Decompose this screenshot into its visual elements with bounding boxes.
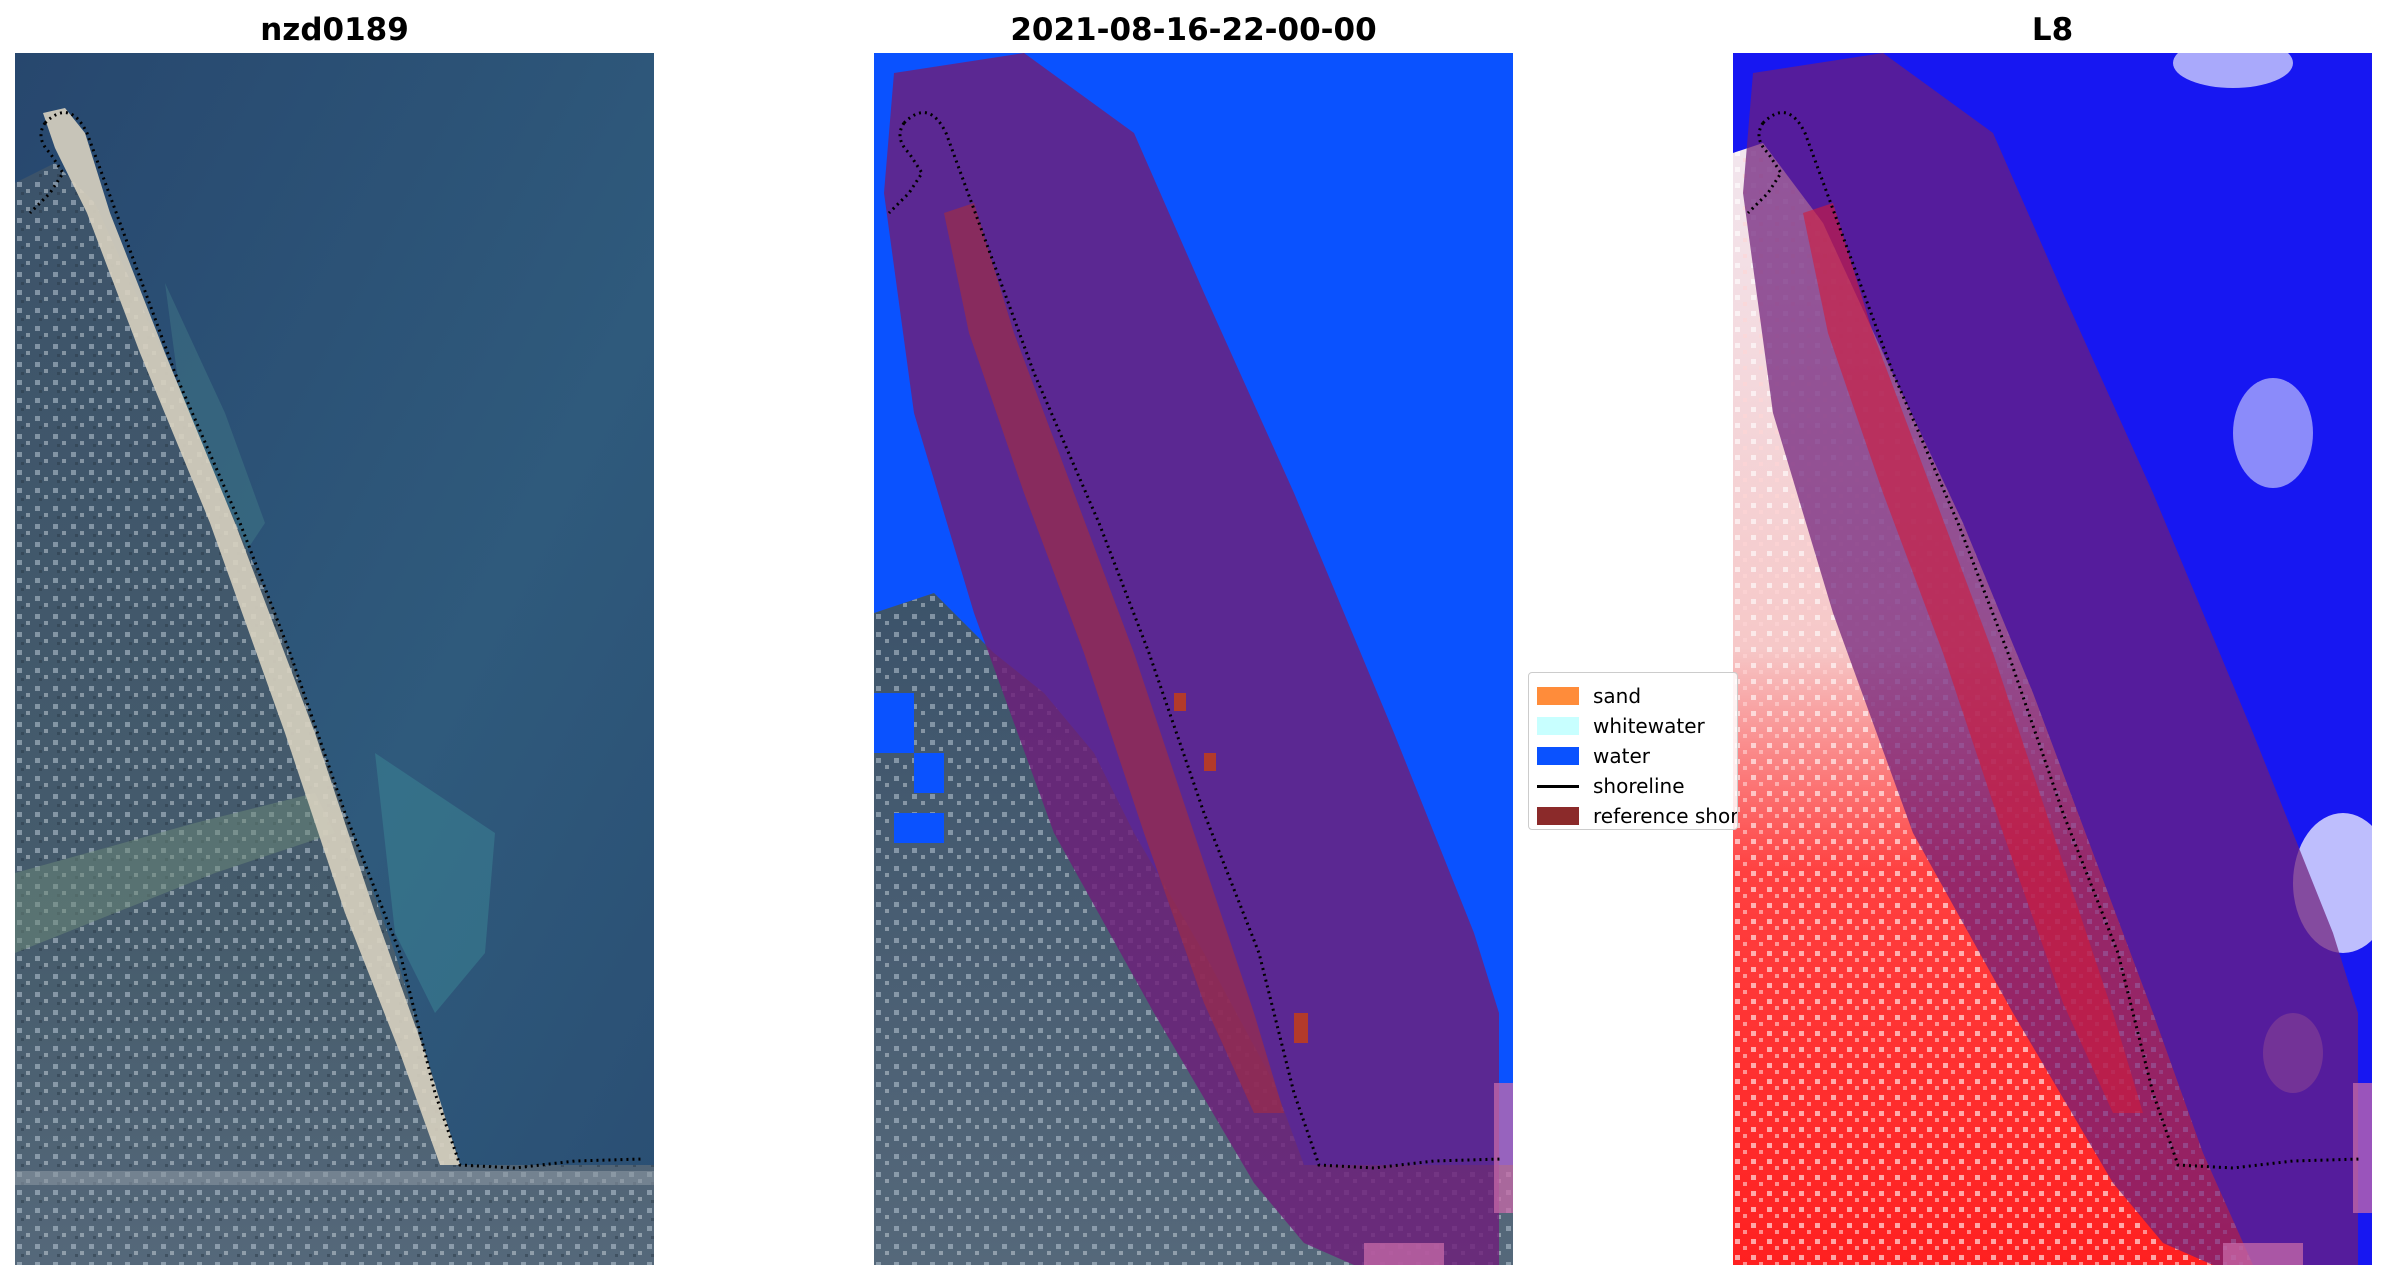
legend: sand whitewater water shoreline referenc… (1528, 672, 1738, 830)
legend-item-whitewater: whitewater (1537, 714, 1705, 738)
classification-image (874, 53, 1513, 1265)
legend-label-reference-shoreline: reference shoreline (1593, 804, 1738, 828)
reference-shoreline-swatch (1537, 807, 1579, 825)
legend-label-sand: sand (1593, 684, 1642, 708)
sand-swatch (1537, 687, 1579, 705)
water-swatch (1537, 747, 1579, 765)
shoreline-line-swatch (1537, 784, 1579, 788)
panel-title-index: L8 (2031, 12, 2074, 48)
classification-panel (874, 53, 1513, 1265)
legend-item-water: water (1537, 744, 1650, 768)
index-panel (1733, 53, 2372, 1265)
legend-item-reference-shoreline: reference shoreline (1537, 804, 1738, 828)
legend-label-water: water (1593, 744, 1650, 768)
legend-item-shoreline: shoreline (1537, 774, 1685, 798)
panel-title-rgb: nzd0189 (260, 12, 409, 48)
panel-title-classification: 2021-08-16-22-00-00 (1010, 12, 1377, 48)
legend-label-shoreline: shoreline (1593, 774, 1685, 798)
legend-item-sand: sand (1537, 684, 1641, 708)
index-image (1733, 53, 2372, 1265)
rgb-image (15, 53, 654, 1265)
whitewater-swatch (1537, 717, 1579, 735)
rgb-image-panel (15, 53, 654, 1265)
legend-label-whitewater: whitewater (1593, 714, 1705, 738)
